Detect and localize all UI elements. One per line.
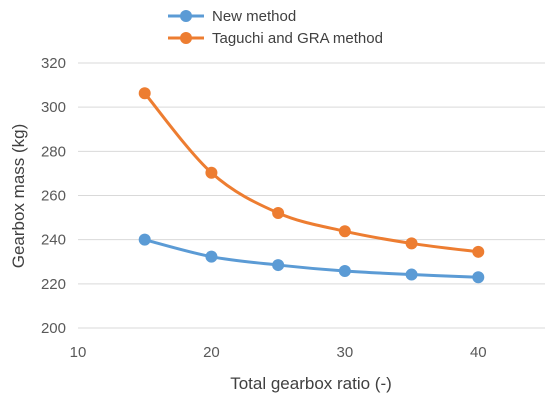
data-point: [272, 206, 285, 219]
legend-item-1: Taguchi and GRA method: [168, 30, 383, 47]
y-tick-label: 200: [41, 320, 66, 337]
x-tick-label: 10: [70, 344, 87, 361]
legend-label: New method: [212, 8, 296, 25]
y-tick-label: 260: [41, 188, 66, 205]
y-tick-label: 220: [41, 276, 66, 293]
data-point: [338, 225, 351, 238]
legend-marker: [180, 32, 192, 44]
series-line-1: [143, 91, 480, 254]
legend-item-0: New method: [168, 8, 296, 25]
data-point: [205, 250, 218, 263]
data-point: [405, 268, 418, 281]
x-tick-label: 20: [203, 344, 220, 361]
data-point: [205, 166, 218, 179]
y-tick-label: 300: [41, 99, 66, 116]
x-axis-title: Total gearbox ratio (-): [230, 374, 392, 393]
x-tick-label: 30: [337, 344, 354, 361]
data-point: [338, 265, 351, 278]
data-point: [138, 87, 151, 100]
legend-marker: [180, 10, 192, 22]
data-point: [472, 271, 485, 284]
y-tick-label: 320: [41, 55, 66, 72]
data-point: [138, 233, 151, 246]
series-layer: [138, 87, 485, 284]
data-point: [405, 237, 418, 250]
y-axis-ticks: 200 220 240 260 280 300 320: [41, 55, 66, 337]
data-point: [272, 259, 285, 272]
legend: New method Taguchi and GRA method: [168, 8, 383, 47]
legend-label: Taguchi and GRA method: [212, 30, 383, 47]
y-tick-label: 240: [41, 232, 66, 249]
gridlines: [78, 62, 545, 329]
y-tick-label: 280: [41, 143, 66, 160]
x-tick-label: 40: [470, 344, 487, 361]
x-axis-ticks: 10 20 30 40: [70, 344, 487, 361]
data-point: [472, 245, 485, 258]
y-axis-title: Gearbox mass (kg): [9, 124, 28, 269]
series-line-0: [143, 238, 480, 279]
